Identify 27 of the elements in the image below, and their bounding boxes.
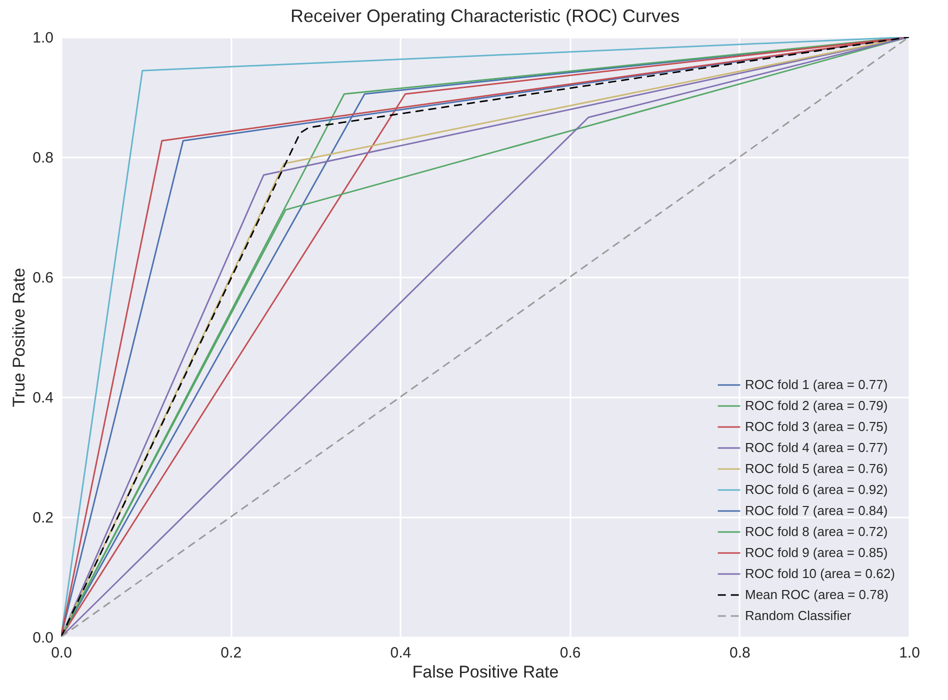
x-tick-label: 0.6 bbox=[560, 644, 581, 662]
y-axis-title: True Positive Rate bbox=[10, 268, 29, 408]
legend-label: ROC fold 5 (area = 0.76) bbox=[745, 461, 888, 476]
y-tick-label: 0.0 bbox=[32, 630, 54, 646]
legend-label: ROC fold 4 (area = 0.77) bbox=[745, 440, 888, 455]
y-tick-label: 1.0 bbox=[32, 30, 54, 46]
y-tick-label: 0.8 bbox=[32, 150, 54, 166]
y-tick-label: 0.4 bbox=[32, 390, 54, 406]
legend-label: ROC fold 7 (area = 0.84) bbox=[745, 503, 888, 518]
chart-title: Receiver Operating Characteristic (ROC) Curves bbox=[290, 6, 680, 26]
legend-label: ROC fold 6 (area = 0.92) bbox=[745, 482, 888, 497]
legend-label: ROC fold 9 (area = 0.85) bbox=[745, 545, 888, 560]
y-tick-label: 0.6 bbox=[32, 270, 54, 286]
x-tick-label: 0.4 bbox=[390, 644, 412, 662]
legend-label: Random Classifier bbox=[745, 608, 852, 623]
legend-label: ROC fold 3 (area = 0.75) bbox=[745, 419, 888, 434]
x-axis-title: False Positive Rate bbox=[412, 662, 559, 682]
legend-label: ROC fold 10 (area = 0.62) bbox=[745, 566, 895, 581]
x-tick-label: 0.0 bbox=[51, 644, 72, 662]
legend-label: Mean ROC (area = 0.78) bbox=[745, 587, 888, 602]
legend-label: ROC fold 1 (area = 0.77) bbox=[745, 377, 888, 392]
x-tick-label: 0.8 bbox=[729, 644, 750, 662]
legend-label: ROC fold 2 (area = 0.79) bbox=[745, 398, 888, 413]
y-tick-label: 0.2 bbox=[32, 510, 54, 526]
x-tick-label: 1.0 bbox=[899, 644, 920, 662]
legend-label: ROC fold 8 (area = 0.72) bbox=[745, 524, 888, 539]
x-tick-label: 0.2 bbox=[220, 644, 242, 662]
